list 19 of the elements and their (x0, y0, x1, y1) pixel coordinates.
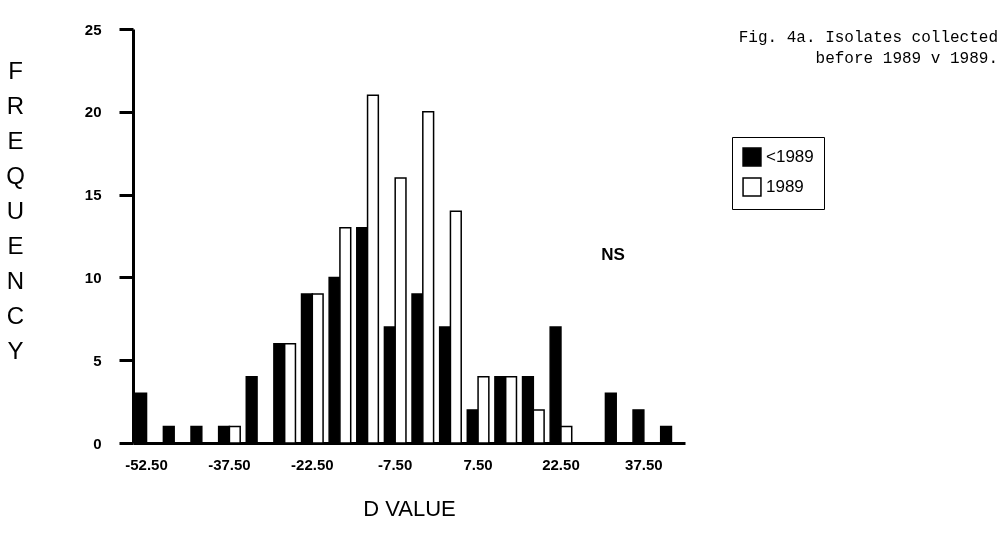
x-tick-label: -7.50 (378, 455, 413, 473)
x-tick-label: -52.50 (125, 455, 168, 473)
legend-label: <1989 (766, 147, 814, 166)
text: Fig. 4a. Isolates collected before 1989 v 1989. (738, 29, 998, 68)
text: FREQUENCY (6, 56, 25, 364)
annotation: NS (601, 245, 625, 264)
y-tick-label: 15 (84, 186, 102, 204)
y-tick-label: 10 (84, 268, 102, 286)
x-tick-label: 37.50 (625, 455, 663, 473)
y-tick-label: 5 (93, 351, 102, 369)
x-tick-label: 22.50 (542, 455, 580, 473)
y-tick-label: 20 (84, 103, 102, 121)
x-tick-label: -37.50 (208, 455, 251, 473)
legend-label: 1989 (766, 177, 804, 196)
y-tick-label: 0 (93, 434, 102, 452)
x-tick-label: -22.50 (291, 455, 334, 473)
x-tick-label: 7.50 (463, 455, 493, 473)
y-tick-label: 25 (84, 20, 102, 38)
x-axis-title: D VALUE (363, 495, 456, 521)
